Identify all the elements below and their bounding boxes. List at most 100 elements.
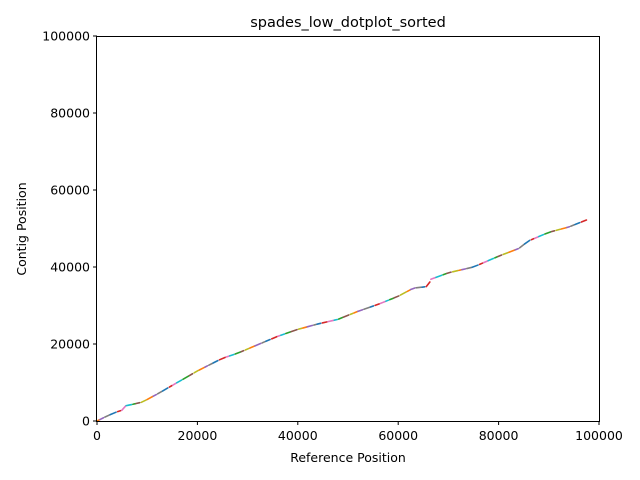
alignment-segment: [451, 269, 459, 273]
alignment-segment: [146, 395, 154, 401]
alignment-segment: [120, 404, 127, 412]
alignment-segment: [560, 226, 568, 230]
alignment-segment: [574, 221, 581, 226]
alignment-segment: [497, 254, 503, 258]
alignment-segment: [225, 355, 231, 358]
alignment-segment: [240, 349, 245, 353]
alignment-segment: [518, 243, 525, 249]
x-axis-label: Reference Position: [290, 450, 406, 465]
alignment-segment: [132, 402, 137, 406]
alignment-segment: [415, 286, 423, 289]
alignment-segment: [379, 300, 387, 305]
alignment-segment: [321, 321, 328, 324]
alignment-segment: [182, 375, 190, 381]
x-tick-label: 80000: [479, 428, 519, 443]
alignment-segment: [261, 340, 267, 344]
alignment-segment: [482, 260, 489, 264]
alignment-segment: [353, 310, 359, 314]
alignment-segment: [530, 237, 535, 241]
alignment-segment: [580, 219, 588, 223]
alignment-segment: [116, 409, 122, 413]
alignment-segment: [544, 231, 552, 235]
y-axis-ticks: 0 20000 40000 60000 80000 100000: [42, 29, 97, 429]
alignment-segment: [363, 306, 371, 311]
alignment-segment: [478, 262, 484, 266]
alignment-segment: [301, 326, 308, 329]
y-axis-label: Contig Position: [14, 182, 29, 275]
alignment-segment: [218, 356, 227, 361]
y-tick-label: 0: [82, 414, 90, 429]
y-tick-label: 60000: [50, 183, 90, 198]
alignment-segment: [156, 390, 163, 395]
alignment-segment: [204, 365, 209, 368]
alignment-segment: [550, 230, 556, 233]
alignment-segment: [494, 255, 499, 259]
y-tick-label: 40000: [50, 260, 90, 275]
alignment-segment: [280, 333, 286, 337]
alignment-segment: [168, 384, 173, 388]
alignment-segment: [284, 331, 292, 335]
alignment-segment: [369, 305, 375, 308]
alignment-segment: [487, 257, 495, 262]
x-tick-label: 100000: [575, 428, 623, 443]
alignment-segment: [337, 316, 344, 320]
alignment-segment: [471, 264, 479, 269]
alignment-segment: [172, 382, 178, 386]
alignment-segment: [270, 335, 278, 340]
alignment-segment: [193, 369, 200, 374]
alignment-segment: [109, 411, 117, 416]
alignment-segment: [569, 224, 576, 228]
alignment-segment: [327, 319, 335, 323]
alignment-segment: [234, 351, 242, 355]
alignment-segment: [254, 342, 262, 347]
x-tick-label: 20000: [178, 428, 218, 443]
axes-frame: [96, 36, 600, 422]
alignment-segment: [249, 345, 256, 349]
alignment-segment: [555, 228, 562, 232]
alignment-segment: [409, 287, 416, 291]
alignment-segment: [316, 322, 322, 326]
alignment-segment: [508, 249, 516, 254]
alignment-segment: [333, 318, 339, 322]
alignment-segment: [406, 288, 412, 293]
y-tick-label: 80000: [50, 106, 90, 121]
alignment-segment: [161, 387, 169, 392]
alignment-segment: [313, 323, 318, 326]
alignment-segment: [374, 303, 381, 307]
alignment-segment: [99, 416, 105, 421]
x-axis-ticks: 0 20000 40000 60000 80000 100000: [93, 421, 623, 443]
alignment-segment: [188, 372, 194, 377]
alignment-segment: [425, 281, 431, 288]
alignment-segment: [208, 362, 214, 366]
alignment-segment: [502, 251, 509, 256]
alignment-segment: [306, 324, 314, 328]
y-tick-label: 20000: [50, 337, 90, 352]
alignment-segment: [349, 312, 354, 316]
alignment-segment: [461, 268, 467, 271]
alignment-segment: [566, 225, 571, 229]
alignment-segment: [96, 418, 101, 422]
alignment-segment: [277, 334, 282, 338]
alignment-segment: [538, 233, 545, 238]
x-tick-label: 60000: [378, 428, 418, 443]
alignment-segment: [446, 271, 452, 275]
alignment-segment: [152, 393, 158, 397]
alignment-segment: [228, 353, 235, 357]
alignment-segment: [176, 379, 183, 384]
alignment-segment: [514, 247, 520, 251]
data-marks: [96, 219, 588, 422]
chart-title: spades_low_dotplot_sorted: [250, 15, 446, 31]
alignment-segment: [198, 366, 206, 371]
alignment-segment: [265, 338, 271, 343]
alignment-segment: [244, 347, 250, 351]
alignment-segment: [393, 295, 400, 299]
alignment-segment: [140, 399, 147, 404]
alignment-segment: [435, 274, 443, 279]
alignment-segment: [534, 235, 540, 240]
alignment-segment: [385, 299, 390, 302]
alignment-segment: [297, 327, 303, 330]
alignment-segment: [430, 276, 437, 281]
alignment-segment: [442, 272, 447, 276]
alignment-segment: [399, 291, 408, 296]
